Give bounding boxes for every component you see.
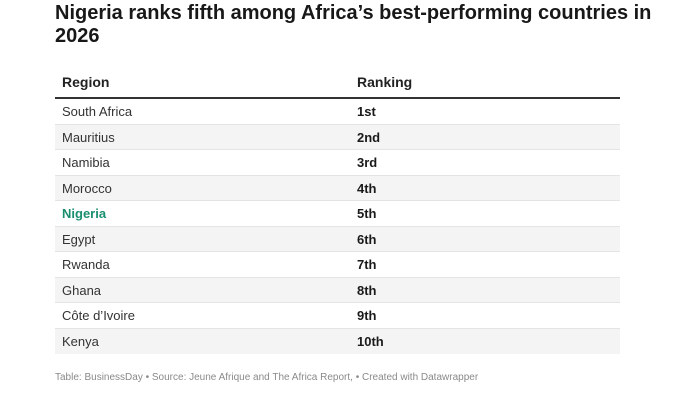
ranking-cell: 6th: [357, 231, 377, 247]
ranking-cell: 5th: [357, 206, 377, 221]
region-cell: Côte d’Ivoire: [62, 308, 135, 323]
table-body: South Africa 1st Mauritius 2nd Namibia 3rd Mor…: [55, 99, 620, 354]
region-cell: South Africa: [62, 104, 133, 119]
region-cell: Kenya: [62, 333, 99, 349]
column-header-region: Region: [62, 74, 110, 90]
table-header: Region Ranking: [55, 70, 620, 99]
region-cell: Egypt: [62, 231, 96, 247]
table-row: Côte d’Ivoire 9th: [55, 303, 620, 329]
region-cell: Morocco: [62, 180, 112, 196]
table-row: Egypt 6th: [55, 226, 620, 252]
column-header-ranking: Ranking: [357, 74, 413, 90]
region-cell: Ghana: [62, 282, 102, 298]
table-row: Kenya 10th: [55, 328, 620, 354]
table-row: Ghana 8th: [55, 277, 620, 303]
table-row: Namibia 3rd: [55, 150, 620, 176]
chart-title: Nigeria ranks fifth among Africa’s best-…: [55, 2, 652, 47]
region-cell: Namibia: [62, 155, 110, 170]
ranking-cell: 10th: [357, 333, 384, 349]
region-cell: Rwanda: [62, 257, 110, 272]
ranking-cell: 9th: [357, 308, 377, 323]
ranking-cell: 3rd: [357, 155, 378, 170]
table-row: Mauritius 2nd: [55, 124, 620, 150]
table-row: Morocco 4th: [55, 175, 620, 201]
table-row: South Africa 1st: [55, 99, 620, 125]
ranking-cell: 2nd: [357, 129, 381, 145]
ranking-cell: 4th: [357, 180, 377, 196]
table-row: Rwanda 7th: [55, 252, 620, 278]
table-row: Nigeria 5th: [55, 201, 620, 227]
ranking-cell: 7th: [357, 257, 377, 272]
ranking-cell: 1st: [357, 104, 376, 119]
ranking-cell: 8th: [357, 282, 377, 298]
source-footer: Table: BusinessDay • Source: Jeune Afriq…: [55, 372, 479, 383]
ranking-table: Region Ranking South Africa 1st Mauritius 2…: [55, 70, 620, 354]
region-cell: Nigeria: [62, 206, 107, 221]
region-cell: Mauritius: [62, 129, 115, 145]
